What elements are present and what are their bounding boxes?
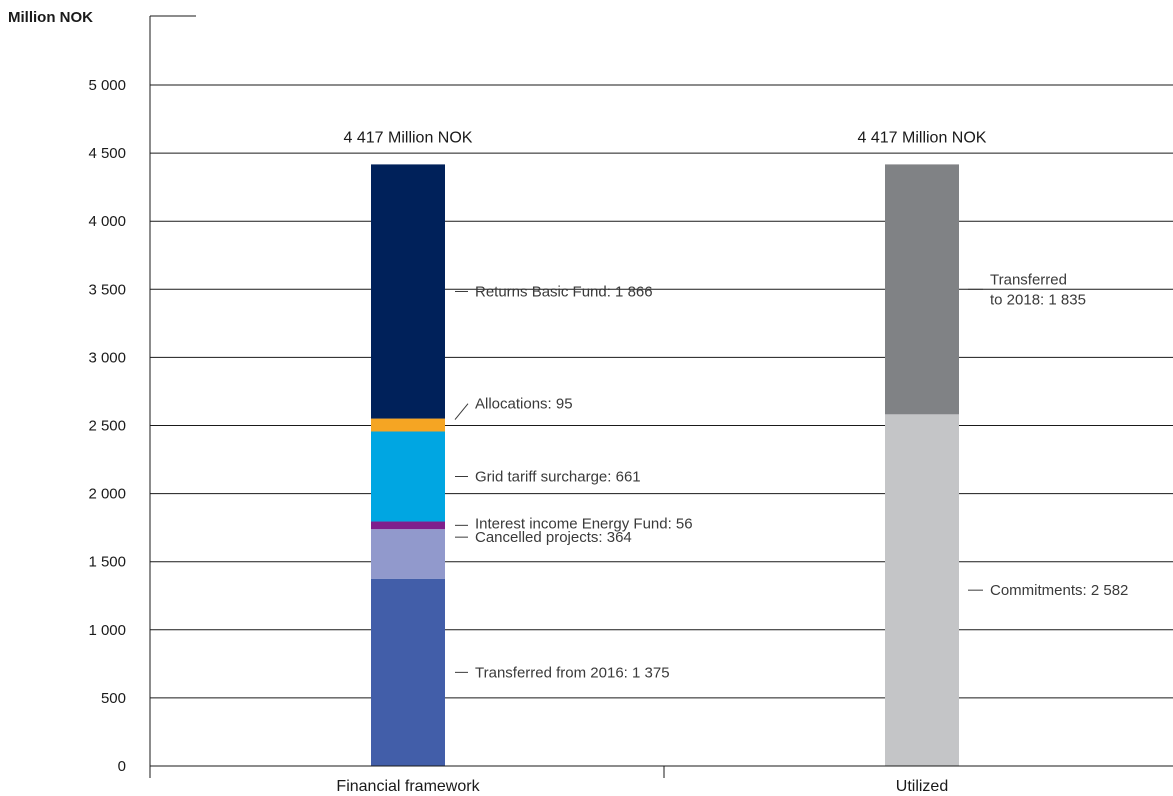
segment-annotation: Commitments: 2 582 [990,582,1128,599]
annotation-leader [454,403,469,420]
y-tick-label: 1 000 [88,622,126,639]
category-label: Financial framework [336,778,480,795]
segment-annotation: Transferred to 2018: 1 835 [990,271,1086,308]
category-label: Utilized [896,778,948,795]
y-tick-label: 4 000 [88,213,126,230]
bar-segment [885,164,959,415]
bars [371,164,959,766]
y-tick-label: 2 000 [88,486,126,503]
bar-segment [371,578,445,766]
bar-segment [371,521,445,530]
total-label: 4 417 Million NOK [858,129,987,146]
annotation-leaders [454,288,983,673]
segment-annotation: Interest income Energy Fund: 56 [475,515,693,532]
y-tick-label: 500 [101,690,126,707]
bar-segment [371,529,445,579]
segment-annotation: Cancelled projects: 364 [475,529,632,546]
bar-segment [885,414,959,766]
y-tick-label: 2 500 [88,418,126,435]
bar-segment [371,418,445,432]
category-labels: Financial framework Utilized [336,778,948,795]
annotations: Transferred from 2016: 1 375 Cancelled pr… [475,271,1128,681]
y-tick-label: 4 500 [88,145,126,162]
y-tick-label: 3 000 [88,349,126,366]
gridlines [150,84,1173,699]
segment-annotation: Returns Basic Fund: 1 866 [475,283,653,300]
total-label: 4 417 Million NOK [344,129,473,146]
y-tick-labels: 0 500 1 000 1 500 2 000 2 500 3 000 3 500 4 000 4… [88,77,126,775]
segment-annotation: Allocations: 95 [475,396,573,413]
bar-segment [371,164,445,419]
y-tick-label: 1 500 [88,554,126,571]
total-labels: 4 417 Million NOK 4 417 Million NOK [344,129,987,146]
axes [149,15,1173,778]
y-tick-label: 3 500 [88,281,126,298]
y-tick-label: 0 [118,758,126,775]
y-tick-label: 5 000 [88,77,126,94]
bar-segment [371,431,445,522]
segment-annotation: Transferred from 2016: 1 375 [475,664,670,681]
y-axis-title: Million NOK [8,9,93,26]
segment-annotation: Grid tariff surcharge: 661 [475,469,641,486]
